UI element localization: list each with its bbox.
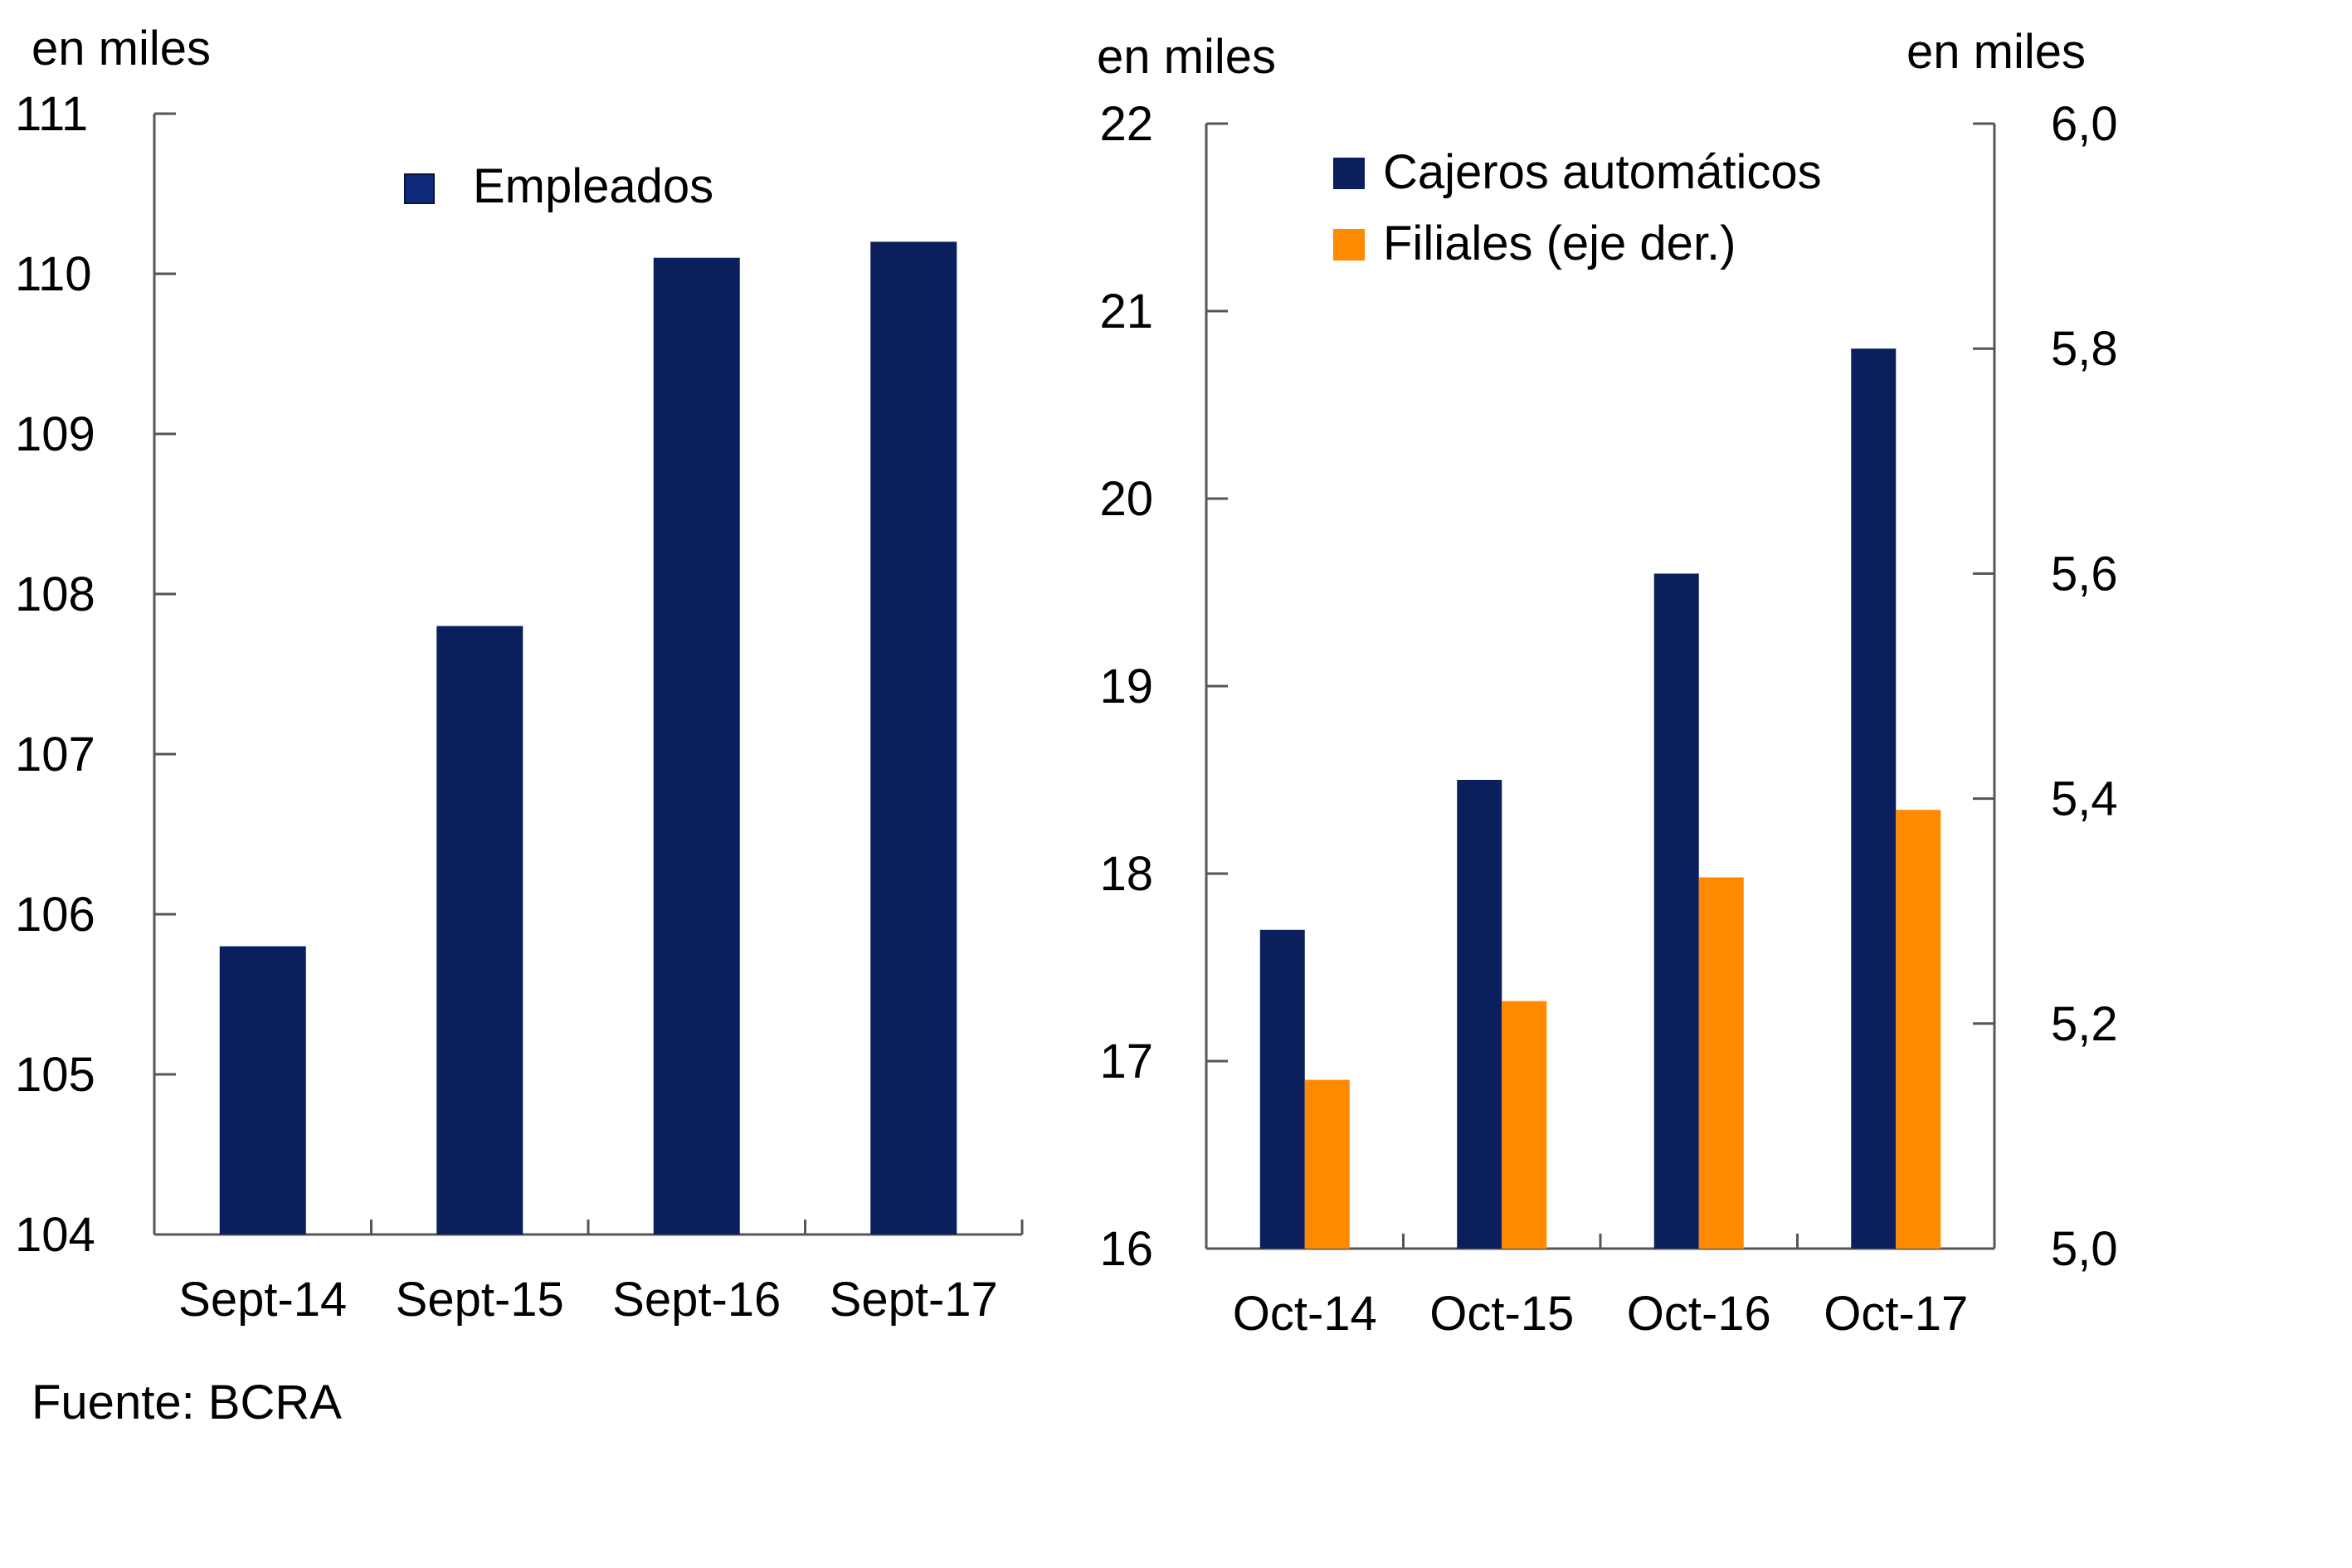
left-y-tick-label: 109	[15, 407, 95, 461]
bar-filiales-oct-14	[1304, 1079, 1350, 1249]
right-chart-left-y-tick-label: 17	[1099, 1035, 1153, 1088]
bar-cajeros-oct-14	[1259, 929, 1305, 1249]
legend-swatch-filiales	[1333, 229, 1365, 261]
left-x-tick-label: Sept-17	[830, 1273, 998, 1327]
right-chart-right-y-tick-label: 6,0	[2051, 97, 2118, 151]
right-x-tick-label: Oct-14	[1233, 1287, 1377, 1341]
bar-filiales-oct-15	[1502, 1001, 1547, 1249]
right-chart-left-y-tick-label: 20	[1099, 472, 1153, 526]
bar-empleados-sept-17	[870, 241, 957, 1234]
bar-filiales-oct-16	[1698, 877, 1744, 1249]
employees-chart: en miles 104 105 106 107 108 109 110 111 Sept-1…	[15, 22, 1024, 1327]
right-chart-right-y-tick-label: 5,2	[2051, 997, 2118, 1051]
right-chart-left-y-tick-label: 22	[1099, 97, 1153, 151]
legend-label-filiales: Filiales (eje der.)	[1383, 217, 1736, 270]
legend-swatch-empleados	[404, 173, 435, 204]
bar-empleados-sept-14	[219, 946, 306, 1234]
right-chart-left-y-tick-label: 18	[1099, 847, 1153, 901]
right-chart-left-y-axis-label: en miles	[1097, 30, 1276, 84]
right-x-tick-label: Oct-17	[1824, 1287, 1968, 1341]
right-chart-right-y-axis-label: en miles	[1906, 25, 2086, 79]
bar-filiales-oct-17	[1896, 810, 1941, 1249]
bar-empleados-sept-15	[436, 626, 523, 1234]
right-chart-right-y-tick-label: 5,4	[2051, 772, 2118, 826]
legend-label-cajeros: Cajeros automáticos	[1383, 145, 1822, 199]
right-chart-left-y-tick-label: 19	[1099, 660, 1153, 713]
right-x-tick-label: Oct-16	[1627, 1287, 1771, 1341]
right-chart-left-y-tick-label: 16	[1099, 1222, 1153, 1276]
left-y-tick-label: 108	[15, 567, 95, 621]
left-y-tick-label: 110	[15, 247, 91, 301]
bar-cajeros-oct-16	[1653, 573, 1699, 1249]
legend-swatch-cajeros	[1333, 158, 1365, 189]
right-chart-right-y-tick-label: 5,0	[2051, 1222, 2118, 1276]
source-note: Fuente: BCRA	[32, 1376, 342, 1429]
legend-label-empleados: Empleados	[473, 159, 713, 213]
left-x-tick-label: Sept-15	[396, 1273, 564, 1327]
left-y-tick-label: 106	[15, 888, 95, 942]
left-x-tick-label: Sept-16	[612, 1273, 781, 1327]
right-x-tick-label: Oct-15	[1429, 1287, 1574, 1341]
left-y-tick-label: 104	[15, 1208, 95, 1262]
left-y-tick-label: 107	[15, 728, 95, 782]
left-y-tick-label: 111	[15, 87, 88, 141]
right-chart-right-y-tick-label: 5,6	[2051, 547, 2118, 601]
left-x-tick-label: Sept-14	[178, 1273, 347, 1327]
bar-cajeros-oct-17	[1851, 348, 1897, 1249]
left-y-tick-label: 105	[15, 1048, 95, 1102]
bar-cajeros-oct-15	[1457, 780, 1502, 1249]
bar-empleados-sept-16	[653, 257, 740, 1235]
right-chart-right-y-tick-label: 5,8	[2051, 322, 2118, 376]
right-chart-left-y-tick-label: 21	[1099, 285, 1153, 338]
atm-branches-chart: en miles en miles 16 17 18 19 20 21 22 5,0 5,2 5…	[1097, 25, 2118, 1341]
left-chart-y-axis-label: en miles	[32, 22, 211, 75]
